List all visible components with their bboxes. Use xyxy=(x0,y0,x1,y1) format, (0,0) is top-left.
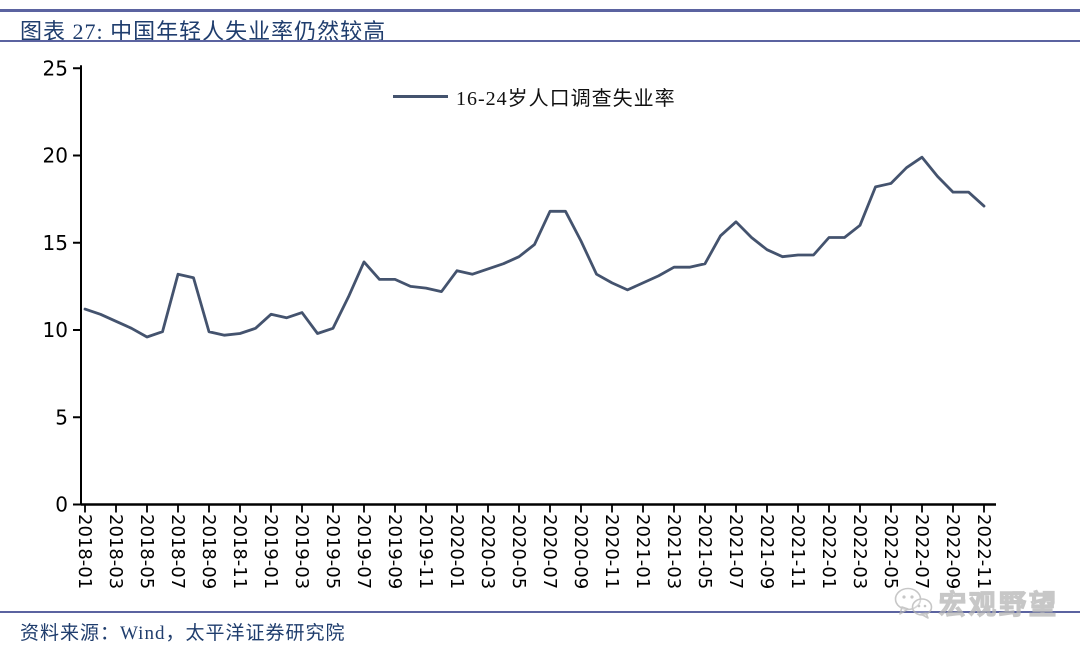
chart-legend: 16-24岁人口调查失业率 xyxy=(393,82,676,111)
x-tick-label: 2020-01 xyxy=(446,514,467,589)
legend-line-swatch xyxy=(393,95,448,98)
source-text: 资料来源：Wind，太平洋证券研究院 xyxy=(20,623,346,644)
x-tick-label: 2020-05 xyxy=(508,514,529,589)
x-tick-label: 2019-05 xyxy=(322,514,343,589)
x-tick-label: 2022-07 xyxy=(911,514,932,589)
x-tick-label: 2019-09 xyxy=(384,514,405,589)
x-tick-label: 2022-03 xyxy=(849,514,870,589)
x-tick-label: 2021-01 xyxy=(632,514,653,589)
x-tick-label: 2018-07 xyxy=(167,514,188,589)
y-tick-label: 10 xyxy=(43,318,68,342)
top-rule xyxy=(0,9,1080,12)
x-tick-label: 2018-05 xyxy=(136,514,157,589)
x-tick-label: 2020-07 xyxy=(539,514,560,589)
wechat-icon xyxy=(894,587,933,619)
unemployment-rate-line xyxy=(83,155,986,339)
title-underline xyxy=(0,40,1080,42)
x-tick-label: 2022-01 xyxy=(818,514,839,589)
x-tick-label: 2018-09 xyxy=(198,514,219,589)
x-tick-label: 2018-01 xyxy=(74,514,95,589)
x-tick-label: 2021-05 xyxy=(694,514,715,589)
line-chart: 0 5 10 15 20 25 2018-01 2018-03 2018-05 2018-07 20… xyxy=(43,56,996,589)
y-tick-label: 15 xyxy=(43,231,68,255)
legend-label: 16-24岁人口调查失业率 xyxy=(456,88,676,110)
x-tick-label: 2020-03 xyxy=(477,514,498,589)
x-tick-label: 2022-09 xyxy=(942,514,963,589)
x-tick-label: 2022-05 xyxy=(880,514,901,589)
x-tick-label: 2019-03 xyxy=(291,514,312,589)
x-tick-label: 2019-11 xyxy=(415,514,436,589)
x-tick-label: 2021-03 xyxy=(663,514,684,589)
y-tick-label: 0 xyxy=(55,493,68,517)
x-tick-label: 2022-11 xyxy=(973,514,994,589)
watermark-text: 宏观野望 xyxy=(938,589,1059,620)
x-tick-label: 2019-01 xyxy=(260,514,281,589)
x-tick-label: 2021-09 xyxy=(756,514,777,589)
x-tick-label: 2018-11 xyxy=(229,514,250,589)
watermark: 宏观野望 xyxy=(893,583,1059,622)
y-tick-label: 25 xyxy=(43,56,68,80)
y-tick-label: 5 xyxy=(55,405,68,429)
x-tick-label: 2018-03 xyxy=(105,514,126,589)
x-tick-label: 2021-11 xyxy=(787,514,808,589)
x-tick-label: 2020-11 xyxy=(601,514,622,589)
y-tick-label: 20 xyxy=(43,144,68,168)
page-title: 图表 27: 中国年轻人失业率仍然较高 xyxy=(20,19,387,44)
x-tick-label: 2020-09 xyxy=(570,514,591,589)
x-tick-label: 2021-07 xyxy=(725,514,746,589)
x-tick-label: 2019-07 xyxy=(353,514,374,589)
footer-rule xyxy=(0,611,1080,613)
